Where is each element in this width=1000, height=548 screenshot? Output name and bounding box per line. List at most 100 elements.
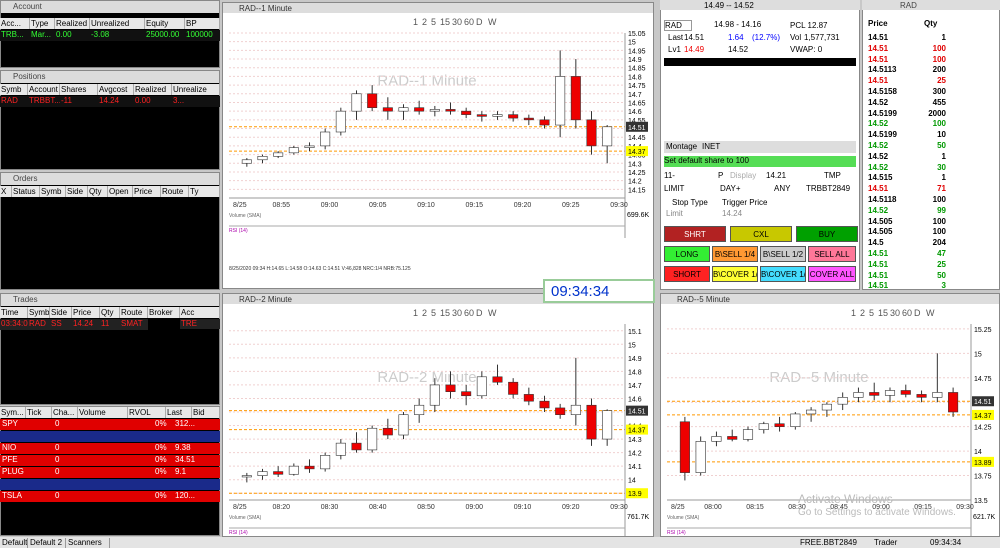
ts-price: 14.51 xyxy=(868,76,889,86)
candle-body xyxy=(445,384,456,392)
order-button[interactable]: CXL xyxy=(730,226,792,242)
candle-body xyxy=(602,410,613,440)
ts-price: 14.5 xyxy=(868,238,884,248)
candle-body xyxy=(790,413,801,427)
timeframe-button[interactable]: D xyxy=(476,17,483,27)
level2-change-pct: (12.7%) xyxy=(752,33,781,42)
panel-label: RSI (14) xyxy=(229,530,248,536)
candle-body xyxy=(900,390,911,395)
timeframe-button[interactable]: 2 xyxy=(860,308,865,318)
price-marker xyxy=(626,405,648,416)
timeframe-button[interactable]: 5 xyxy=(431,308,436,318)
level2-session: ANY xyxy=(774,184,791,193)
candle-body xyxy=(758,423,769,430)
timeframe-button[interactable]: 5 xyxy=(869,308,874,318)
x-tick-label: 09:15 xyxy=(914,504,932,511)
column-header: Open xyxy=(108,186,133,197)
ts-qty: 100 xyxy=(932,54,946,64)
y-tick-label: 14.75 xyxy=(974,376,992,383)
y-tick-label: 14.1 xyxy=(628,464,642,471)
panel-label: RSI (14) xyxy=(229,228,248,234)
x-tick-label: 8/25 xyxy=(233,202,247,209)
level2-bid: 14.49 xyxy=(684,45,705,54)
timeframe-button[interactable]: 30 xyxy=(452,17,462,27)
order-button[interactable]: B\SELL 1/2 xyxy=(760,246,806,262)
watch-row xyxy=(0,467,220,478)
level2-montage: Montage xyxy=(666,142,698,151)
timeframe-button[interactable]: 2 xyxy=(422,17,427,27)
timeframe-button[interactable]: 1 xyxy=(851,308,856,318)
order-button[interactable]: COVER ALL xyxy=(808,266,856,282)
y-tick-label: 14.6 xyxy=(628,396,642,403)
level2-vol-label: Vol xyxy=(790,33,802,42)
timeframe-button[interactable]: 30 xyxy=(890,308,900,318)
level2-acct: TRBBT2849 xyxy=(806,184,851,193)
x-tick-label: 08:55 xyxy=(272,202,290,209)
order-button[interactable]: B\COVER 1/2 xyxy=(760,266,806,282)
timeframe-button[interactable]: W xyxy=(488,17,497,27)
timeframe-button[interactable]: 5 xyxy=(431,17,436,27)
level2-price: 14.21 xyxy=(766,171,787,180)
x-tick-label: 09:00 xyxy=(872,504,890,511)
price-marker-label: 14.51 xyxy=(628,125,646,132)
y-tick-label: 14.75 xyxy=(628,83,646,90)
candle-body xyxy=(335,442,346,456)
order-button[interactable]: BUY xyxy=(796,226,858,242)
timeframe-button[interactable]: 60 xyxy=(464,308,474,318)
timeframe-button[interactable]: 15 xyxy=(440,17,450,27)
ts-qty: 25 xyxy=(937,259,946,269)
candle-body xyxy=(727,436,738,440)
timeframe-button[interactable]: D xyxy=(914,308,921,318)
candle-body xyxy=(398,107,409,112)
tab[interactable]: Default 2 xyxy=(28,538,66,548)
timeframe-button[interactable]: 60 xyxy=(902,308,912,318)
status-account: FREE.BBT2849 xyxy=(800,538,857,547)
timeframe-button[interactable]: 15 xyxy=(878,308,888,318)
level2-stop-value: Limit xyxy=(666,209,683,218)
timeframe-button[interactable]: 1 xyxy=(413,17,418,27)
level2-trigger-value: 14.24 xyxy=(722,209,743,218)
timeframe-button[interactable]: 30 xyxy=(452,308,462,318)
chart-title: RAD--2 Minute xyxy=(239,295,292,304)
tab[interactable]: Default xyxy=(2,538,28,548)
timeframe-button[interactable]: W xyxy=(488,308,497,318)
cell: 14.24 xyxy=(98,96,134,107)
timeframe-button[interactable]: W xyxy=(926,308,935,318)
cell: TRB... xyxy=(0,30,30,41)
x-tick-label: 08:20 xyxy=(272,504,290,511)
candle-body xyxy=(461,110,472,115)
tab[interactable]: Scanners xyxy=(66,538,110,548)
clock: 09:34:34 xyxy=(543,279,655,303)
timeframe-button[interactable]: 15 xyxy=(440,308,450,318)
candle-body xyxy=(539,119,550,126)
candle-body xyxy=(304,465,315,470)
order-button[interactable]: SELL ALL xyxy=(808,246,856,262)
timeframe-button[interactable]: D xyxy=(476,308,483,318)
x-tick-label: 08:45 xyxy=(830,504,848,511)
order-button[interactable]: SHORT xyxy=(664,266,710,282)
timeframe-button[interactable]: 60 xyxy=(464,17,474,27)
cell: TRE xyxy=(180,319,220,329)
panel-title: Positions xyxy=(1,71,219,83)
candle-body xyxy=(429,109,440,112)
candle-body xyxy=(461,391,472,397)
timeframe-button[interactable]: 2 xyxy=(422,308,427,318)
order-button[interactable]: B\SELL 1/4 xyxy=(712,246,758,262)
x-tick-label: 09:25 xyxy=(562,202,580,209)
cell: 0% xyxy=(154,455,180,466)
timeframe-button[interactable]: 1 xyxy=(413,308,418,318)
ts-qty: 99 xyxy=(937,205,946,215)
y-tick-label: 15.05 xyxy=(628,31,646,38)
titlebar xyxy=(223,294,653,304)
candle-body xyxy=(570,76,581,121)
watermark: Go to Settings to activate Windows. xyxy=(798,507,956,518)
order-button[interactable]: LONG xyxy=(664,246,710,262)
ts-qty: 1 xyxy=(941,33,946,42)
order-button[interactable]: SHRT xyxy=(664,226,726,242)
ts-qty: 100 xyxy=(932,119,946,129)
order-button[interactable]: B\COVER 1/4 xyxy=(712,266,758,282)
level2-status: Set default share to 100 xyxy=(664,156,856,167)
y-tick-label: 15 xyxy=(628,342,636,349)
candle-body xyxy=(320,131,331,147)
candle-body xyxy=(241,159,252,164)
